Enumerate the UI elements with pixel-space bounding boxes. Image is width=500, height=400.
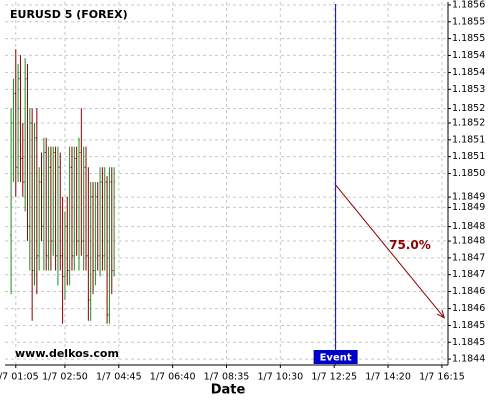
- y-tick-label: 1.1844: [452, 354, 485, 365]
- y-tick-label: 1.1849: [452, 192, 485, 203]
- y-tick-label: 1.1854: [452, 67, 485, 78]
- x-tick-label: 1/7 16:15: [419, 372, 465, 383]
- projection-label: 75.0%: [389, 238, 431, 252]
- event-label-box: [313, 350, 358, 364]
- projection-arrow: [335, 184, 445, 319]
- y-tick-label: 1.1845: [452, 337, 485, 348]
- x-tick-label: 1/7 04:45: [96, 372, 142, 383]
- y-tick-label: 1.1856: [452, 0, 485, 10]
- x-tick-label: 1/7 08:35: [204, 372, 250, 383]
- y-tick-label: 1.1848: [452, 236, 485, 247]
- y-tick-label: 1.1850: [452, 168, 485, 179]
- y-tick-label: 1.1848: [452, 221, 485, 232]
- y-tick-label: 1.1855: [452, 16, 485, 27]
- y-tick-label: 1.1846: [452, 303, 485, 314]
- y-tick-label: 1.1851: [452, 134, 485, 145]
- watermark: www.delkos.com: [15, 347, 119, 360]
- x-tick-label: 1/7 14:20: [365, 372, 411, 383]
- x-tick-label: 1/7 12:25: [311, 372, 357, 383]
- y-tick-label: 1.1845: [452, 320, 485, 331]
- y-tick-label: 1.1852: [452, 103, 485, 114]
- y-tick-label: 1.1853: [452, 84, 485, 95]
- y-tick-label: 1.1849: [452, 202, 485, 213]
- x-tick-label: 1/7 02:50: [42, 372, 88, 383]
- x-tick-label: 1/7 01:05: [0, 372, 39, 383]
- x-tick-label: 1/7 10:30: [258, 372, 304, 383]
- bars: [10, 49, 116, 324]
- y-tick-label: 1.1855: [452, 33, 485, 44]
- chart-title: EURUSD 5 (FOREX): [10, 8, 128, 21]
- x-tick-label: 1/7 06:40: [150, 372, 196, 383]
- arrow-head: [436, 309, 446, 319]
- y-tick-label: 1.1851: [452, 151, 485, 162]
- y-tick-label: 1.1847: [452, 252, 485, 263]
- y-tick-label: 1.1852: [452, 118, 485, 129]
- y-tick-label: 1.1854: [452, 50, 485, 61]
- y-tick-label: 1.1846: [452, 286, 485, 297]
- event-label: Event: [320, 353, 352, 364]
- x-axis-title: Date: [211, 383, 246, 398]
- y-tick-label: 1.1847: [452, 269, 485, 280]
